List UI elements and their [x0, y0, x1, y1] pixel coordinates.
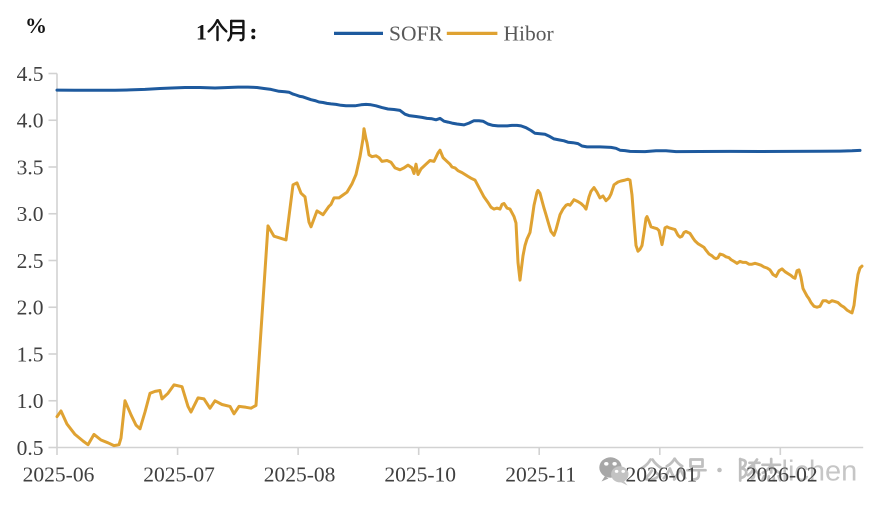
- svg-text:SOFR: SOFR: [389, 21, 443, 45]
- svg-text:1: 1: [196, 20, 207, 45]
- svg-text:2025-06: 2025-06: [23, 462, 95, 486]
- svg-text:2026-02: 2026-02: [746, 462, 818, 486]
- svg-text:3.5: 3.5: [17, 155, 44, 179]
- svg-text:%: %: [25, 13, 47, 38]
- svg-text:0.5: 0.5: [17, 436, 44, 460]
- svg-text:2.5: 2.5: [17, 249, 44, 273]
- svg-text:2025-10: 2025-10: [384, 462, 456, 486]
- svg-text:2025-08: 2025-08: [264, 462, 336, 486]
- svg-text:4.5: 4.5: [17, 62, 44, 86]
- svg-text:4.0: 4.0: [17, 109, 44, 133]
- svg-text:2026-01: 2026-01: [625, 462, 697, 486]
- svg-text:Hibor: Hibor: [504, 21, 554, 45]
- svg-text:2.0: 2.0: [17, 296, 44, 320]
- svg-text:lichen: lichen: [782, 456, 858, 488]
- svg-text:1.0: 1.0: [17, 389, 44, 413]
- svg-text:2025-11: 2025-11: [505, 462, 576, 486]
- svg-text:1.5: 1.5: [17, 342, 44, 366]
- svg-text:2025-07: 2025-07: [143, 462, 215, 486]
- svg-text:3.0: 3.0: [17, 202, 44, 226]
